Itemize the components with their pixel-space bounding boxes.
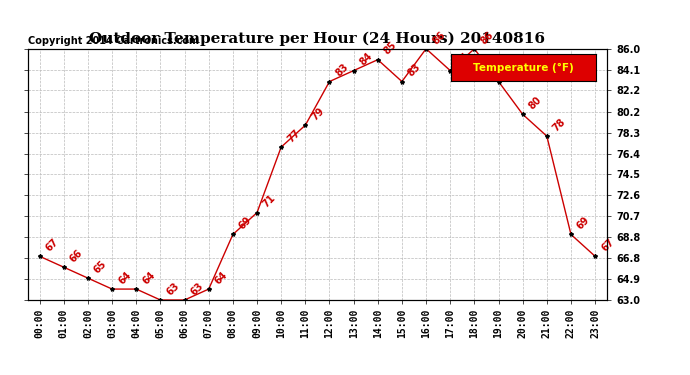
Text: 67: 67 [44,237,61,254]
Text: 85: 85 [382,40,399,57]
Text: 86: 86 [479,29,495,46]
Text: 69: 69 [575,215,592,232]
Text: 77: 77 [286,128,302,144]
Text: 71: 71 [262,193,278,210]
Text: 83: 83 [334,62,351,79]
Text: 86: 86 [431,29,447,46]
Text: 80: 80 [527,95,544,111]
Text: 64: 64 [117,270,133,286]
Text: Copyright 2014 Cartronics.com: Copyright 2014 Cartronics.com [28,36,199,46]
Text: 84: 84 [358,51,375,68]
Text: 64: 64 [141,270,157,286]
Text: 69: 69 [237,215,254,232]
Title: Outdoor Temperature per Hour (24 Hours) 20140816: Outdoor Temperature per Hour (24 Hours) … [90,32,545,46]
Text: 79: 79 [310,106,326,123]
Text: 84: 84 [455,51,471,68]
Text: 78: 78 [551,117,568,134]
Text: 83: 83 [503,62,520,79]
Text: 63: 63 [189,280,206,297]
Text: 67: 67 [600,237,616,254]
Text: 64: 64 [213,270,230,286]
Text: 66: 66 [68,248,85,264]
Text: 83: 83 [406,62,423,79]
Text: 63: 63 [165,280,181,297]
Text: 65: 65 [92,259,109,275]
